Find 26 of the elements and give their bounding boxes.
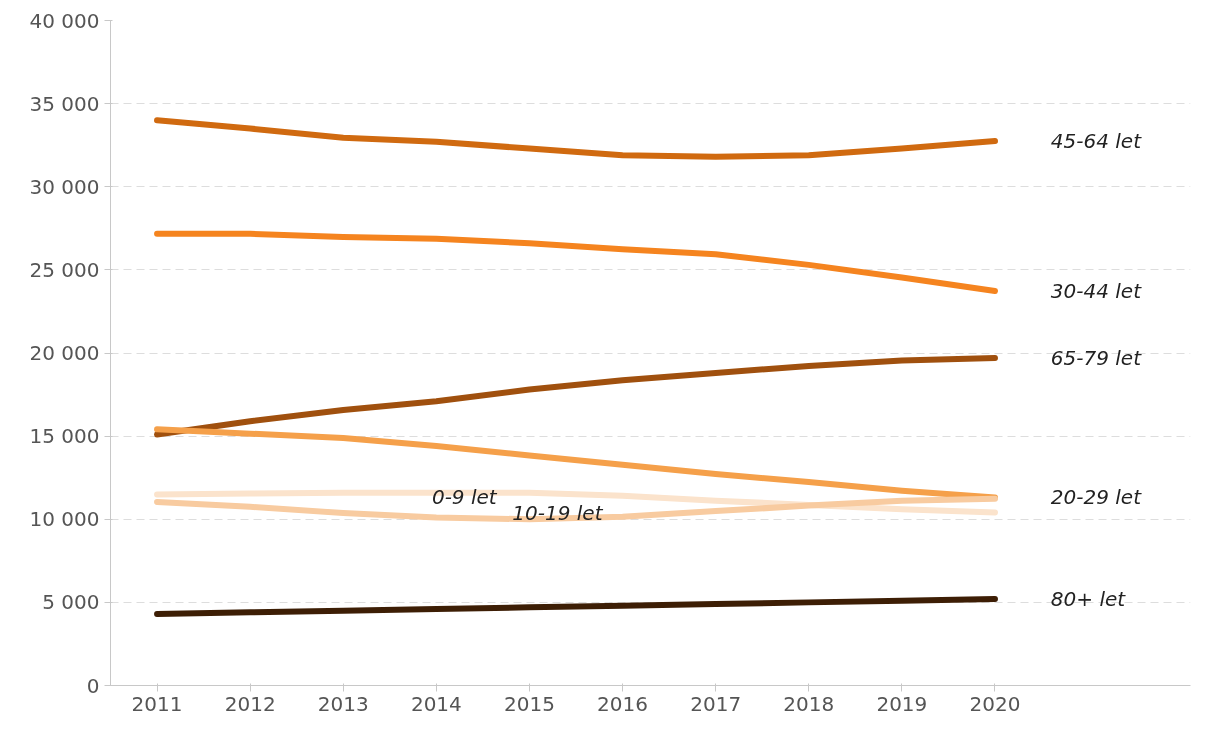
y-tick-label: 25 000 [29,257,100,282]
x-tick-label: 2015 [504,691,555,716]
y-tick-label: 15 000 [29,424,100,449]
x-tick-label: 2011 [131,691,183,716]
x-tick-label: 2016 [597,691,649,716]
text: 20-29 let [1050,485,1143,510]
y-tick-label: 20 000 [29,341,100,365]
x-tick-label: 2012 [224,691,276,716]
y-tick-label: 40 000 [29,8,100,33]
text: 65-79 let [1050,345,1143,370]
text: 30-44 let [1050,278,1143,303]
x-tick-label: 2017 [690,691,742,716]
y-tick-label: 5 000 [42,590,100,615]
x-tick-label: 2013 [317,691,369,716]
x-tick-label: 2018 [783,691,835,716]
series-label: 10-19 let [512,500,604,525]
x-tick-label: 2019 [876,691,928,716]
x-tick-label: 2014 [410,691,462,716]
text: 45-64 let [1050,129,1143,154]
y-tick-label: 30 000 [29,174,100,199]
y-tick-label: 35 000 [29,91,100,116]
text: 80+ let [1050,587,1127,612]
y-tick-label: 10 000 [29,507,100,532]
series-label: 0-9 let [431,484,498,509]
x-tick-label: 2020 [969,691,1021,716]
y-tick-label: 0 [86,673,100,698]
